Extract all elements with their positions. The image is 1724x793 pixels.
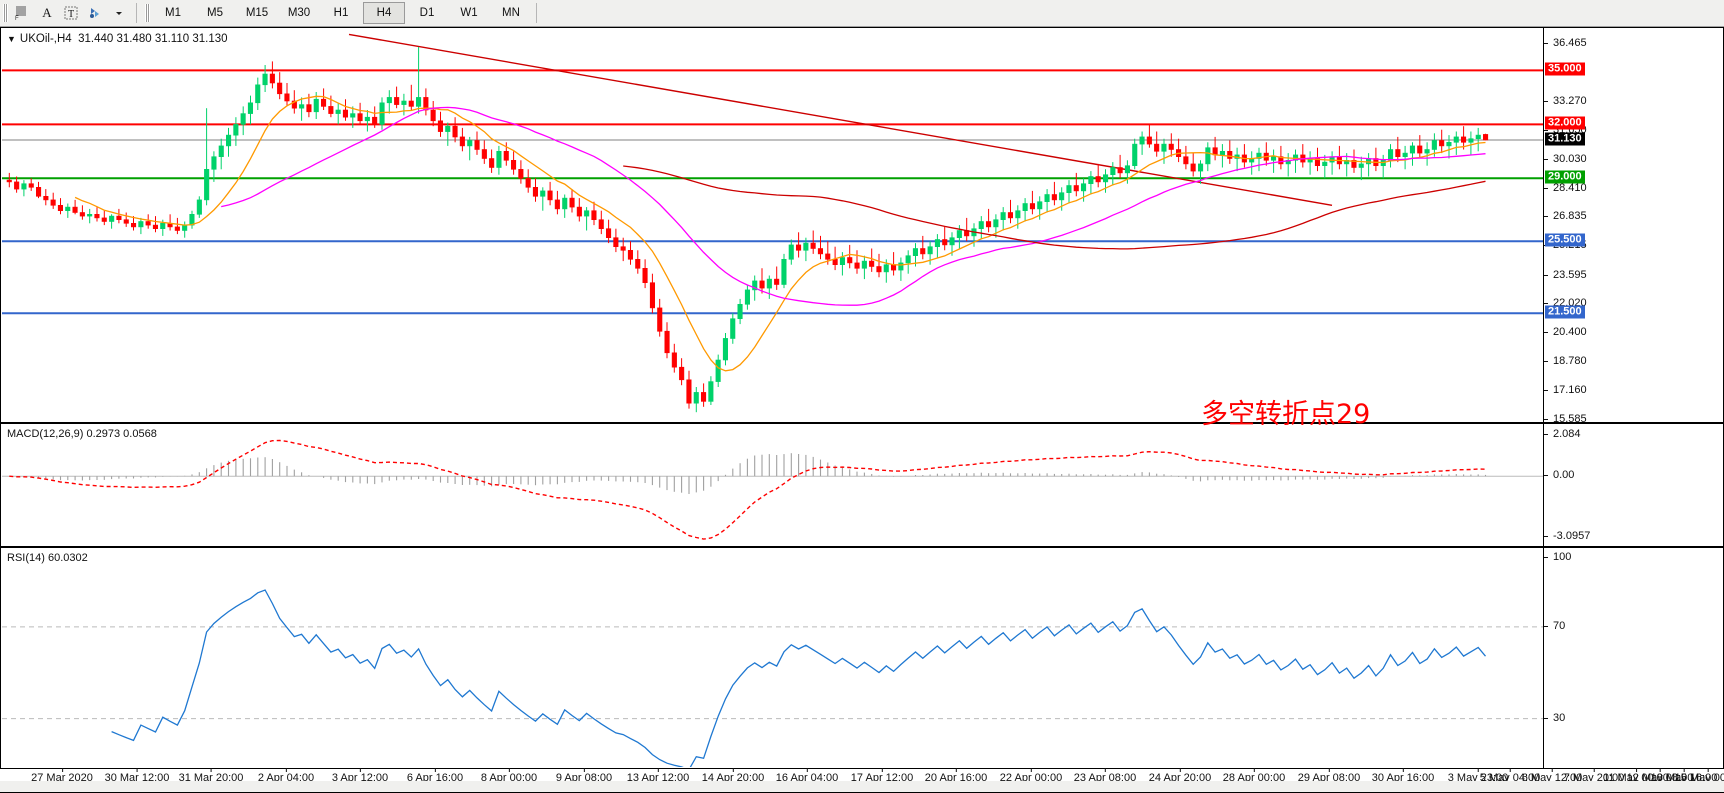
macd-panel[interactable]: MACD(12,26,9) 0.2973 0.0568 2.084 0.00 -3.… [0, 423, 1724, 547]
timeframe-h1[interactable]: H1 [333, 7, 349, 19]
crosshair-grid-icon[interactable]: F [11, 2, 35, 24]
symbol-caret-icon[interactable]: ▼ [7, 34, 16, 44]
toolbar-divider-2 [536, 3, 537, 23]
macd-tick: 0.00 [1544, 469, 1574, 481]
chevron-down-icon[interactable] [107, 2, 131, 24]
timeframe-group: M1 M5 M15 M30 H1 H4 D1 W1 MN [153, 2, 531, 24]
macd-label: MACD(12,26,9) 0.2973 0.0568 [7, 428, 157, 440]
timeframe-d1[interactable]: D1 [419, 7, 435, 19]
price-level-tag[interactable]: 35.000 [1545, 62, 1585, 76]
rsi-tick: 70 [1544, 620, 1565, 632]
macd-tick: -3.0957 [1544, 530, 1590, 542]
toolbar-divider [136, 3, 137, 23]
price-level-tag[interactable]: 25.500 [1545, 233, 1585, 247]
price-level-tag[interactable]: 32.000 [1545, 116, 1585, 130]
timeframe-m30[interactable]: M30 [287, 7, 311, 19]
price-tick: 18.780 [1544, 355, 1587, 367]
timeframe-m15[interactable]: M15 [245, 7, 269, 19]
timeframe-h4[interactable]: H4 [363, 2, 405, 24]
objects-icon[interactable] [83, 2, 107, 24]
price-tick: 15.585 [1544, 413, 1587, 425]
price-tick: 28.410 [1544, 182, 1587, 194]
symbol-name: UKOil-,H4 [19, 33, 72, 45]
price-axis[interactable]: 36.46533.27031.65030.03028.41026.83525.2… [1543, 28, 1723, 425]
price-tick: 17.160 [1544, 384, 1587, 396]
rsi-series [2, 589, 1543, 767]
price-level-tag[interactable]: 29.000 [1545, 170, 1585, 184]
rsi-panel[interactable]: RSI(14) 60.0302 100 70 30 [0, 547, 1724, 769]
macd-tick: 2.084 [1544, 428, 1581, 440]
price-chart-panel[interactable]: ▼ UKOil-,H4 31.440 31.480 31.110 31.130 多… [0, 27, 1724, 430]
price-plot-area[interactable] [2, 29, 1543, 421]
macd-axis[interactable]: 2.084 0.00 -3.0957 [1543, 424, 1723, 546]
rsi-tick: 30 [1544, 712, 1565, 724]
chart-annotation: 多空转折点29 [1201, 399, 1371, 430]
timeframe-w1[interactable]: W1 [460, 7, 478, 19]
price-tick: 33.270 [1544, 95, 1587, 107]
price-tick: 30.030 [1544, 153, 1587, 165]
toolbar: F A T M1 M5 M15 M30 H1 H4 D1 W1 MN [0, 0, 1724, 27]
toolbar-grip[interactable] [3, 4, 8, 22]
rsi-plot-area[interactable] [2, 549, 1543, 767]
timeframe-m1[interactable]: M1 [165, 7, 181, 19]
status-bar [0, 781, 1724, 792]
price-tick: 23.595 [1544, 269, 1587, 281]
rsi-tick: 100 [1544, 551, 1571, 563]
svg-text:F: F [15, 16, 19, 22]
price-tick: 36.465 [1544, 37, 1587, 49]
text-box-icon[interactable]: T [59, 2, 83, 24]
symbol-info: ▼ UKOil-,H4 31.440 31.480 31.110 31.130 [7, 33, 228, 45]
timeframe-mn[interactable]: MN [502, 7, 520, 19]
macd-series [2, 439, 1543, 540]
price-tick: 20.400 [1544, 326, 1587, 338]
text-label-icon[interactable]: A [42, 5, 52, 20]
current-price-tag: 31.130 [1545, 132, 1585, 146]
macd-plot-area[interactable] [2, 425, 1543, 545]
price-level-tag[interactable]: 21.500 [1545, 305, 1585, 319]
timeframe-grip[interactable] [145, 4, 150, 22]
price-series [2, 33, 1543, 413]
rsi-axis[interactable]: 100 70 30 [1543, 548, 1723, 768]
svg-text:T: T [68, 9, 74, 20]
timeframe-m5[interactable]: M5 [207, 7, 223, 19]
price-tick: 26.835 [1544, 210, 1587, 222]
symbol-ohlc: 31.440 31.480 31.110 31.130 [78, 33, 228, 45]
rsi-label: RSI(14) 60.0302 [7, 552, 88, 564]
